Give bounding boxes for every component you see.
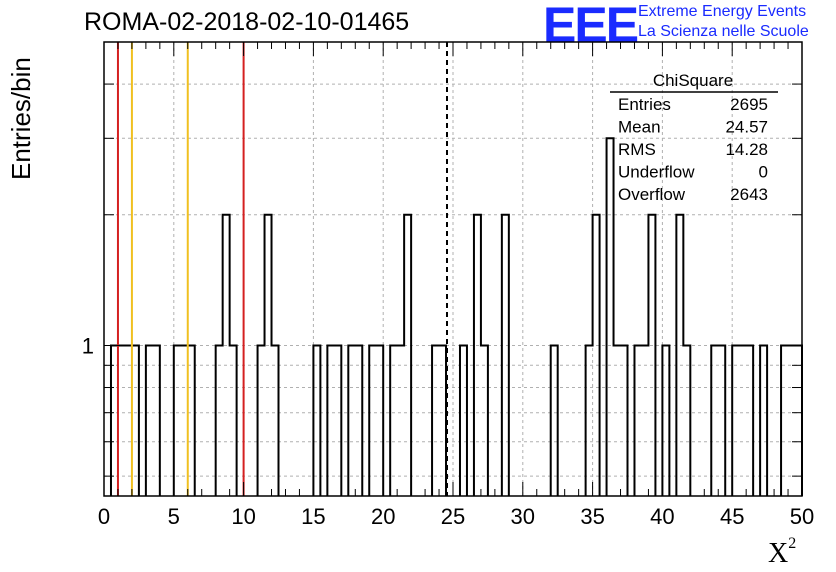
stats-box-title: ChiSquare xyxy=(653,71,733,90)
stats-value: 24.57 xyxy=(725,118,768,137)
x-tick-label: 10 xyxy=(231,504,255,529)
stats-value: 2643 xyxy=(730,185,768,204)
stats-label: RMS xyxy=(618,140,656,159)
x-tick-label: 30 xyxy=(511,504,535,529)
x-axis-label: X2 xyxy=(768,534,797,569)
chart-title: ROMA-02-2018-02-10-01465 xyxy=(84,8,410,36)
stats-label: Mean xyxy=(618,118,661,137)
histogram-series xyxy=(109,137,803,496)
logo-line-2: La Scienza nelle Scuole xyxy=(638,23,809,40)
stats-label: Overflow xyxy=(618,185,686,204)
x-tick-label: 50 xyxy=(790,504,814,529)
stats-label: Underflow xyxy=(618,163,695,182)
stats-value: 2695 xyxy=(730,95,768,114)
x-tick-label: 40 xyxy=(650,504,674,529)
x-tick-label: 5 xyxy=(168,504,180,529)
x-tick-label: 25 xyxy=(441,504,465,529)
stats-value: 14.28 xyxy=(725,140,768,159)
x-tick-label: 20 xyxy=(371,504,395,529)
x-tick-label: 35 xyxy=(580,504,604,529)
stats-value: 0 xyxy=(759,163,768,182)
logo-line-1: Extreme Energy Events xyxy=(638,3,807,20)
x-tick-label: 0 xyxy=(98,504,110,529)
stats-label: Entries xyxy=(618,95,671,114)
y-tick-label: 1 xyxy=(82,333,94,358)
x-tick-label: 45 xyxy=(720,504,744,529)
x-tick-label: 15 xyxy=(301,504,325,529)
